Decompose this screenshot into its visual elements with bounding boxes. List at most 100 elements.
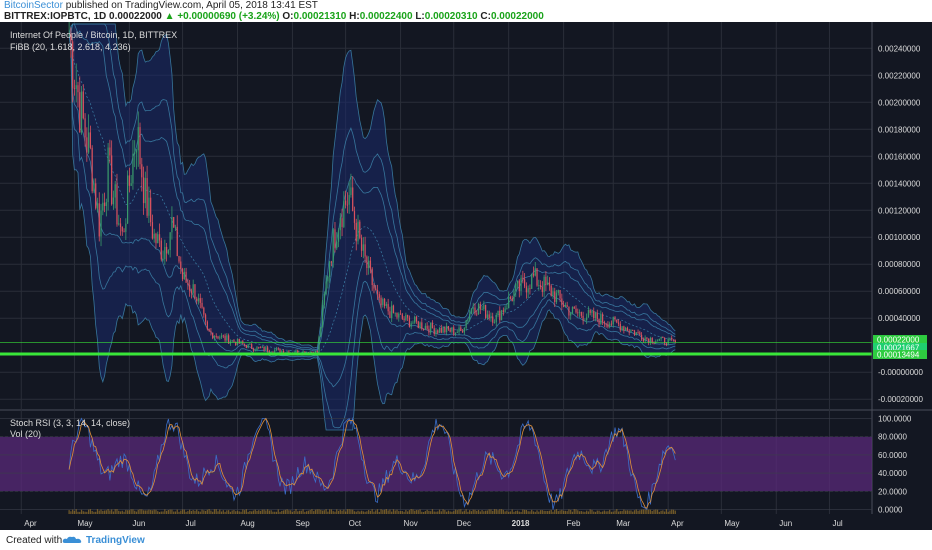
candle-body (119, 223, 122, 228)
candle-body (541, 287, 543, 292)
volume-bar (500, 509, 503, 514)
volume-bar (383, 509, 386, 514)
volume-bar (584, 511, 586, 514)
volume-bar (134, 510, 136, 514)
volume-bar (454, 509, 457, 514)
candle-body (628, 330, 630, 333)
time-axis[interactable]: Apr May Jun Jul Aug Sep Oct Nov Dec 2018 Feb Mar Apr… (24, 519, 843, 528)
volume-bar (433, 511, 435, 514)
candle-body (275, 348, 278, 350)
candle-body (353, 211, 356, 223)
candle-body (325, 281, 327, 294)
candles (68, 22, 676, 356)
candle-body (492, 316, 494, 323)
candle-body (238, 338, 240, 344)
candle-body (626, 327, 629, 331)
candle-body (337, 230, 340, 242)
volume-bar (490, 509, 492, 514)
candle-body (614, 317, 616, 320)
stoch-rsi-legend: Stoch RSI (3, 3, 14, 14, close) (10, 418, 130, 428)
volume-bar (504, 511, 506, 514)
ohlc-line: BITTREX:IOPBTC, 1D 0.00022000 ▲ +0.00000… (4, 11, 544, 22)
candle-body (103, 202, 106, 206)
volume-bar (286, 509, 288, 514)
volume-bar (502, 509, 504, 514)
volume-bar (68, 510, 70, 514)
author-link[interactable]: BitcoinSector (4, 0, 63, 11)
volume-bar (270, 510, 272, 514)
volume-bar (121, 510, 123, 514)
volume-bar (350, 509, 352, 514)
volume-bar (625, 510, 627, 514)
rsi-tick-label: 20.0000 (878, 487, 907, 496)
candle-body (649, 337, 652, 343)
volume-bar (520, 511, 522, 514)
candle-body (387, 304, 389, 312)
candle-body (472, 307, 474, 309)
candle-body (73, 88, 76, 89)
price-axis[interactable]: 0.00240000 0.00220000 0.00200000 0.00180000… (871, 22, 923, 514)
candle-body (438, 327, 441, 333)
volume-bar (660, 510, 662, 514)
candle-body (102, 202, 104, 211)
volume-bar (651, 511, 653, 514)
candle-body (79, 92, 81, 133)
volume-bar (316, 509, 318, 514)
volume-bar (483, 511, 485, 514)
candle-body (642, 339, 644, 342)
candle-body (451, 327, 453, 332)
volume-bar (252, 510, 255, 514)
candle-body (536, 268, 538, 286)
volume-bar (479, 511, 481, 514)
volume-bar (476, 510, 478, 514)
volume-bar (671, 509, 673, 514)
volume-bar (185, 511, 187, 514)
candle-body (187, 282, 189, 285)
candle-body (669, 337, 671, 339)
volume-bar (665, 509, 668, 514)
volume-bar (174, 511, 177, 514)
tradingview-logo-text[interactable]: TradingView (86, 535, 145, 546)
time-tick-label: Nov (404, 519, 418, 528)
band-fill (69, 24, 676, 430)
candle-body (196, 298, 198, 302)
time-tick-label: Sep (295, 519, 310, 528)
volume-bar (144, 510, 146, 514)
time-tick-label: Aug (240, 519, 254, 528)
candle-body (148, 197, 150, 216)
volume-bar (417, 510, 419, 514)
candle-body (87, 132, 90, 153)
volume-bar (515, 511, 517, 514)
candle-body (258, 347, 260, 348)
volume-bar (485, 510, 487, 514)
stoch-d-line (68, 417, 676, 509)
volume-bar (508, 511, 510, 514)
candle-body (591, 311, 593, 313)
candle-body (380, 297, 382, 306)
candle-body (555, 292, 558, 303)
candle-body (348, 195, 350, 205)
volume-bar (403, 511, 405, 514)
candle-body (212, 332, 214, 339)
candle-body (126, 175, 129, 224)
candle-body (610, 323, 613, 325)
candle-body (93, 183, 95, 192)
volume-bar (220, 511, 223, 514)
volume-bar (119, 511, 122, 514)
volume-bar (111, 509, 113, 514)
candle-body (261, 346, 263, 348)
candle-body (368, 260, 370, 269)
volume-bar (614, 510, 616, 514)
candle-body (383, 298, 386, 306)
candle-body (204, 314, 207, 322)
candle-body (589, 310, 591, 313)
created-with-text: Created with (6, 535, 63, 546)
volume-bar (428, 510, 430, 514)
candle-body (112, 197, 115, 205)
price-marker-label: 0.00022000 (877, 336, 920, 345)
candle-body (89, 132, 92, 148)
volume-bar (635, 509, 637, 514)
volume-bar (256, 510, 258, 514)
candle-body (109, 147, 111, 156)
